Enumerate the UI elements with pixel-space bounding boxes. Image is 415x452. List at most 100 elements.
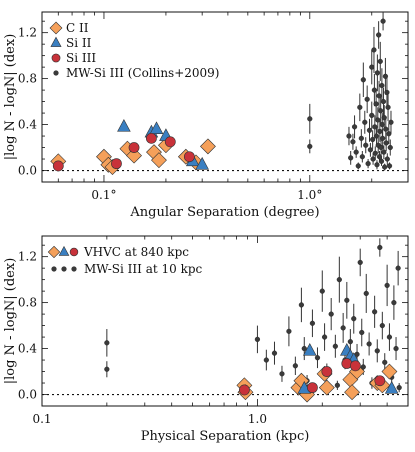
series-circle [52,132,195,172]
x-tick-label: 1.0 [248,412,267,426]
legend-label: C II [66,21,89,35]
data-point-dot [384,282,390,288]
data-point-dot [377,128,383,135]
data-point-diamond [381,363,398,380]
data-point-dot [395,265,401,271]
data-point-dot [346,133,352,139]
data-point-dot [353,149,359,155]
chart-panel-1: 0.0 0.4 0.8 1.2 0.1° 1.0° Angular Separation (… [3,11,409,220]
data-point-dot [350,139,356,145]
legend-marker [51,266,57,272]
data-point-dot [336,277,342,283]
data-point-dot [374,162,380,168]
data-point-dot [104,366,110,372]
data-point-dot [382,359,388,365]
legend-marker [53,70,59,76]
data-point-dot [344,297,350,303]
data-point-dot [301,345,307,352]
data-point-dot [374,348,380,354]
data-point-dot [381,149,387,155]
x-tick-label: 0.1 [32,412,51,426]
data-point-circle [128,142,140,153]
x-axis-title: Physical Separation (kpc) [141,429,310,444]
data-point-dot [319,288,325,294]
data-point-dot [309,320,316,326]
legend: VHVC at 840 kpc MW-Si III at 10 kpc [47,245,203,276]
data-point-dot [377,58,383,64]
y-axis-title: |log N - logN| (dex) [3,258,18,385]
data-point-dot [363,142,369,148]
legend-label: MW-Si III (Collins+2009) [66,66,219,80]
y-tick-label: 0.4 [18,342,37,356]
data-point-dot [369,112,375,118]
data-point-dot [367,147,374,153]
data-point-diamond [318,379,335,396]
data-point-dot [340,325,346,331]
data-point-dot [271,350,278,356]
data-point-triangle [384,380,399,394]
legend-marker [58,245,70,256]
data-point-circle [111,158,122,170]
series-circle [238,358,386,396]
data-point-circle [52,160,64,172]
data-point-triangle [149,121,164,134]
data-point-dot [396,385,402,391]
x-axis-title: Angular Separation (degree) [129,205,319,220]
plot-frame [41,11,409,183]
data-point-dot [359,329,365,336]
legend-marker [51,53,61,63]
data-point-diamond [200,138,216,155]
data-point-dot [369,64,375,70]
y-tick-label: 0.0 [18,164,37,178]
data-point-circle [350,360,361,372]
data-point-dot [386,334,393,340]
data-point-dot [362,119,368,125]
data-point-circle [145,132,157,144]
data-point-dot [360,364,366,370]
legend-marker [49,21,63,35]
data-point-dot [383,140,389,146]
data-point-dot [386,163,393,169]
legend-label: Si III [66,51,96,65]
legend-label: VHVC at 840 kpc [83,245,189,259]
data-point-dot [357,259,363,266]
data-point-circle [238,384,250,396]
data-point-triangle [195,156,209,170]
data-point-circle [183,151,195,163]
data-point-dot [380,135,386,141]
data-point-triangle [302,343,317,356]
y-tick-label: 0.8 [18,296,37,310]
data-point-dot [347,339,353,345]
legend-marker [61,266,67,272]
data-point-diamond [344,384,360,401]
data-point-dot [314,355,321,361]
legend-label: MW-Si III at 10 kpc [84,262,203,276]
data-point-dot [384,89,390,96]
data-point-dot [391,300,397,306]
legend-marker [47,245,61,259]
legend-marker [69,247,79,257]
data-point-dot [351,124,358,130]
data-point-diamond [126,147,142,164]
data-point-dot [372,150,378,156]
x-tick-label: 1.0° [297,188,322,202]
data-point-dot [371,87,377,93]
y-tick-label: 0.8 [18,72,37,86]
data-point-dot [286,328,292,334]
data-point-dot [380,18,386,24]
data-point-dot [376,32,382,38]
y-tick-label: 0.0 [18,388,37,402]
data-point-triangle [117,119,131,132]
x-tick-label: 0.1° [91,188,116,202]
data-point-circle [321,366,333,377]
data-point-dot [371,47,377,53]
data-point-dot [279,371,285,377]
data-point-dot [378,108,384,114]
data-point-dot [321,334,328,340]
data-point-dot [355,163,361,169]
data-point-dot [348,155,354,161]
series-dot [307,12,394,171]
data-point-dot [359,154,365,160]
data-point-dot [307,143,313,149]
